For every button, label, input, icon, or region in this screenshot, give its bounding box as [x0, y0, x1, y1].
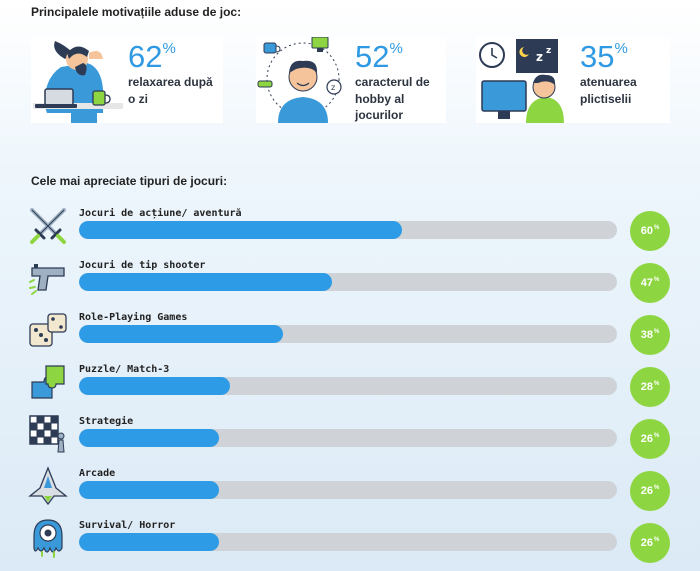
motivation-desc-line: jocurilor	[355, 108, 404, 123]
puzzle-pieces-icon	[31, 365, 65, 399]
value-label: 26	[640, 433, 653, 445]
value-label: 47	[640, 277, 653, 289]
category-label: Strategie	[79, 416, 134, 427]
value-unit: %	[653, 277, 660, 283]
value-badge: 26%	[630, 419, 670, 459]
motivation-value: 62	[128, 39, 163, 74]
value-unit: %	[653, 381, 660, 387]
category-label: Puzzle/ Match-3	[79, 364, 170, 375]
bar	[79, 325, 284, 343]
dice-icon	[29, 313, 67, 347]
value-label: 60	[640, 225, 653, 237]
category-label: Jocuri de acțiune/ aventură	[79, 208, 242, 219]
chart-row: Arcade 26%	[0, 466, 700, 518]
value-label: 26	[640, 537, 653, 549]
value-label: 38	[640, 329, 653, 341]
pistol-icon	[29, 264, 65, 295]
value-badge: 26%	[630, 523, 670, 563]
value-unit: %	[653, 537, 660, 543]
bar	[79, 377, 230, 395]
chess-board-icon	[29, 415, 65, 453]
bar-track	[79, 429, 617, 447]
value-badge: 47%	[630, 263, 670, 303]
bar	[79, 221, 402, 239]
value-badge: 60%	[630, 211, 670, 251]
motivation-value: 52	[355, 39, 390, 74]
motivation-desc-line: hobby al	[355, 91, 405, 106]
hobby-person-icon: z	[257, 37, 342, 123]
chart-row: Survival/ Horror 26%	[0, 518, 700, 570]
category-label: Survival/ Horror	[79, 520, 176, 531]
value-badge: 28%	[630, 367, 670, 407]
crossed-swords-icon	[30, 208, 66, 244]
value-badge: 38%	[630, 315, 670, 355]
value-badge: 26%	[630, 471, 670, 511]
bar-track	[79, 377, 617, 395]
relaxing-person-laptop-icon	[33, 41, 123, 123]
category-label: Role-Playing Games	[79, 312, 188, 323]
svg-text:z: z	[331, 83, 335, 92]
bar	[79, 273, 332, 291]
motivation-value: 35	[580, 39, 615, 74]
chart-row: Jocuri de tip shooter 47%	[0, 258, 700, 310]
motivation-desc-line: plictiselii	[580, 91, 632, 106]
bar-track	[79, 533, 617, 551]
bored-person-monitor-icon: z z	[479, 39, 564, 123]
bar-track	[79, 481, 617, 499]
motivation-desc-line: relaxarea după	[128, 75, 213, 89]
chart-row: Jocuri de acțiune/ aventură 60%	[0, 206, 700, 258]
motivation-desc-line: atenuarea	[580, 75, 637, 89]
bar-track	[79, 221, 617, 239]
value-unit: %	[653, 329, 660, 335]
chart-row: Strategie 26%	[0, 414, 700, 466]
bar-track	[79, 325, 617, 343]
motivation-desc-line: o zi	[128, 91, 148, 106]
value-label: 26	[640, 485, 653, 497]
bar	[79, 481, 219, 499]
game-types-title: Cele mai apreciate tipuri de jocuri:	[31, 174, 228, 188]
motivation-unit: %	[162, 40, 176, 57]
category-label: Arcade	[79, 468, 116, 479]
chart-row: Puzzle/ Match-3 28%	[0, 362, 700, 414]
bar	[79, 533, 219, 551]
value-unit: %	[653, 485, 660, 491]
value-unit: %	[653, 225, 660, 231]
bar	[79, 429, 219, 447]
motivation-card-hobby: z 52% caracterul de hobby al jocurilor	[256, 37, 446, 123]
value-label: 28	[640, 381, 653, 393]
svg-text:z: z	[546, 46, 551, 56]
motivation-unit: %	[614, 40, 628, 57]
motivation-desc-line: caracterul de	[355, 75, 430, 89]
monster-eye-icon	[33, 519, 63, 558]
motivations-title: Principalele motivațiile aduse de joc:	[31, 5, 242, 19]
category-label: Jocuri de tip shooter	[79, 260, 206, 271]
motivation-card-boredom: z z 35% atenuarea plictiselii	[476, 37, 670, 123]
bar-track	[79, 273, 617, 291]
motivation-unit: %	[389, 40, 403, 57]
value-unit: %	[653, 433, 660, 439]
chart-row: Role-Playing Games 38%	[0, 310, 700, 362]
motivation-card-relaxation: 62% relaxarea după o zi	[31, 37, 223, 123]
svg-text:z: z	[536, 50, 543, 64]
spaceship-icon	[28, 466, 68, 506]
